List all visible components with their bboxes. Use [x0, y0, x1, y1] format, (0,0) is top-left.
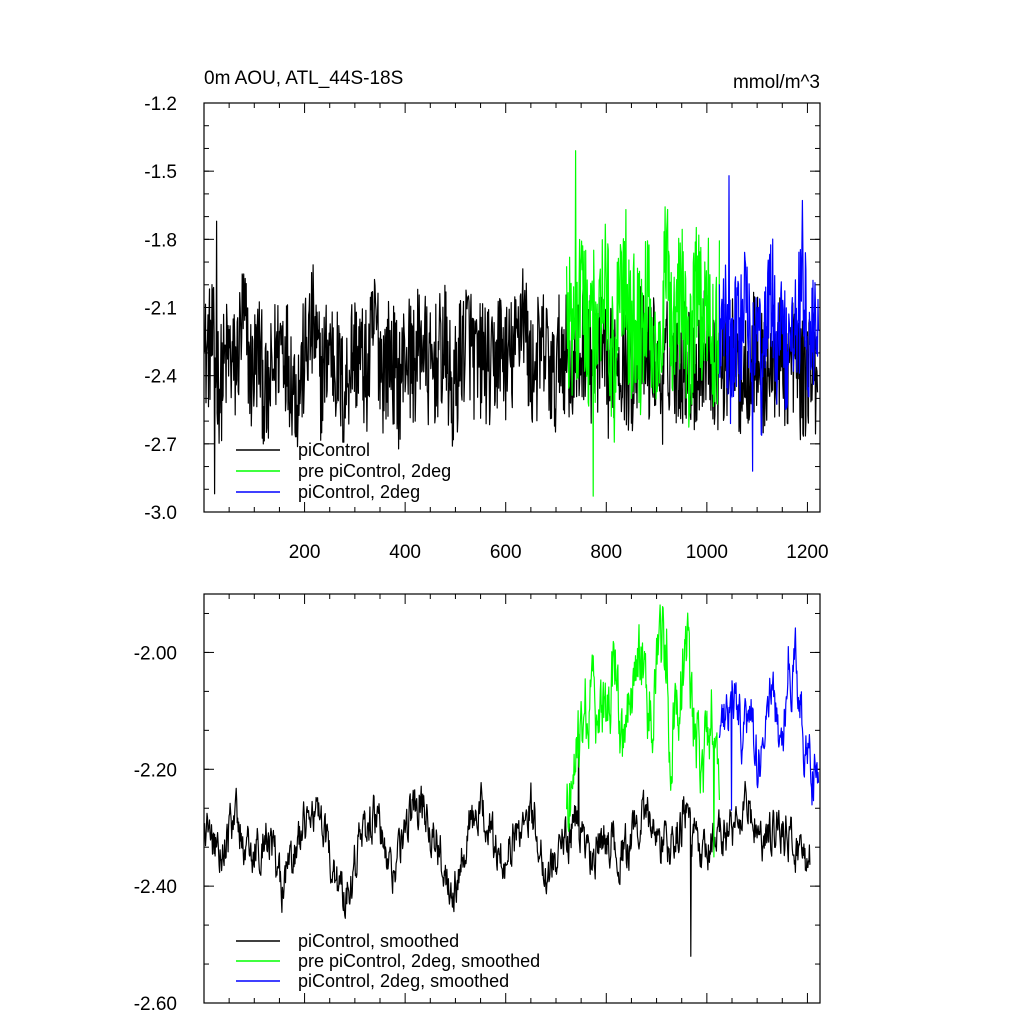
bottom-legend-label: pre piControl, 2deg, smoothed: [298, 951, 540, 971]
bottom-plot-frame: [203, 593, 821, 1004]
x-tick-label: 400: [389, 542, 421, 563]
bottom-y-tick-label: -2.60: [134, 994, 177, 1015]
bottom-x-axis: [228, 594, 808, 1003]
top-y-tick-label: -1.8: [144, 230, 177, 251]
top-legend-label: piControl: [298, 440, 370, 460]
top-series-line-0: [203, 220, 819, 495]
top-series-line-1: [566, 150, 721, 497]
x-tick-label: 1000: [686, 542, 728, 563]
x-tick-label: 600: [490, 542, 522, 563]
x-tick-label: 200: [289, 542, 321, 563]
top-plot-units: mmol/m^3: [733, 72, 820, 93]
x-tick-label: 800: [590, 542, 622, 563]
top-series-group: [203, 150, 820, 497]
top-y-tick-label: -3.0: [144, 503, 177, 524]
x-tick-label: 1200: [786, 542, 828, 563]
bottom-series-line-2: [718, 627, 820, 811]
bottom-series-group: [203, 604, 820, 957]
bottom-series-line-1: [566, 604, 720, 858]
bottom-series-line-0: [203, 733, 811, 957]
bottom-y-tick-label: -2.20: [134, 760, 177, 781]
bottom-y-tick-label: -2.40: [134, 877, 177, 898]
bottom-y-axis: -2.00 -2.20 -2.40 -2.60: [134, 612, 820, 1015]
top-legend-label: piControl, 2deg: [298, 482, 420, 502]
top-y-tick-label: -1.5: [144, 162, 177, 183]
top-legend-label: pre piControl, 2deg: [298, 461, 451, 481]
top-y-tick-label: -2.4: [144, 367, 177, 388]
top-y-tick-label: -1.2: [144, 94, 177, 115]
top-x-axis: 200 400 600 800 1000 1200: [228, 103, 829, 563]
top-y-tick-label: -2.1: [144, 299, 177, 320]
bottom-y-tick-label: -2.00: [134, 643, 177, 664]
top-series-line-2: [718, 175, 820, 472]
bottom-legend-label: piControl, 2deg, smoothed: [298, 971, 509, 991]
bottom-panel: -2.00 -2.20 -2.40 -2.60 piControl, smoothed…: [134, 593, 821, 1015]
bottom-legend-label: piControl, smoothed: [298, 931, 459, 951]
top-y-tick-label: -2.7: [144, 435, 177, 456]
top-panel: 0m AOU, ATL_44S-18S mmol/m^3 -1.2 -1.5 -1.…: [144, 68, 828, 563]
top-plot-title: 0m AOU, ATL_44S-18S: [204, 68, 403, 89]
